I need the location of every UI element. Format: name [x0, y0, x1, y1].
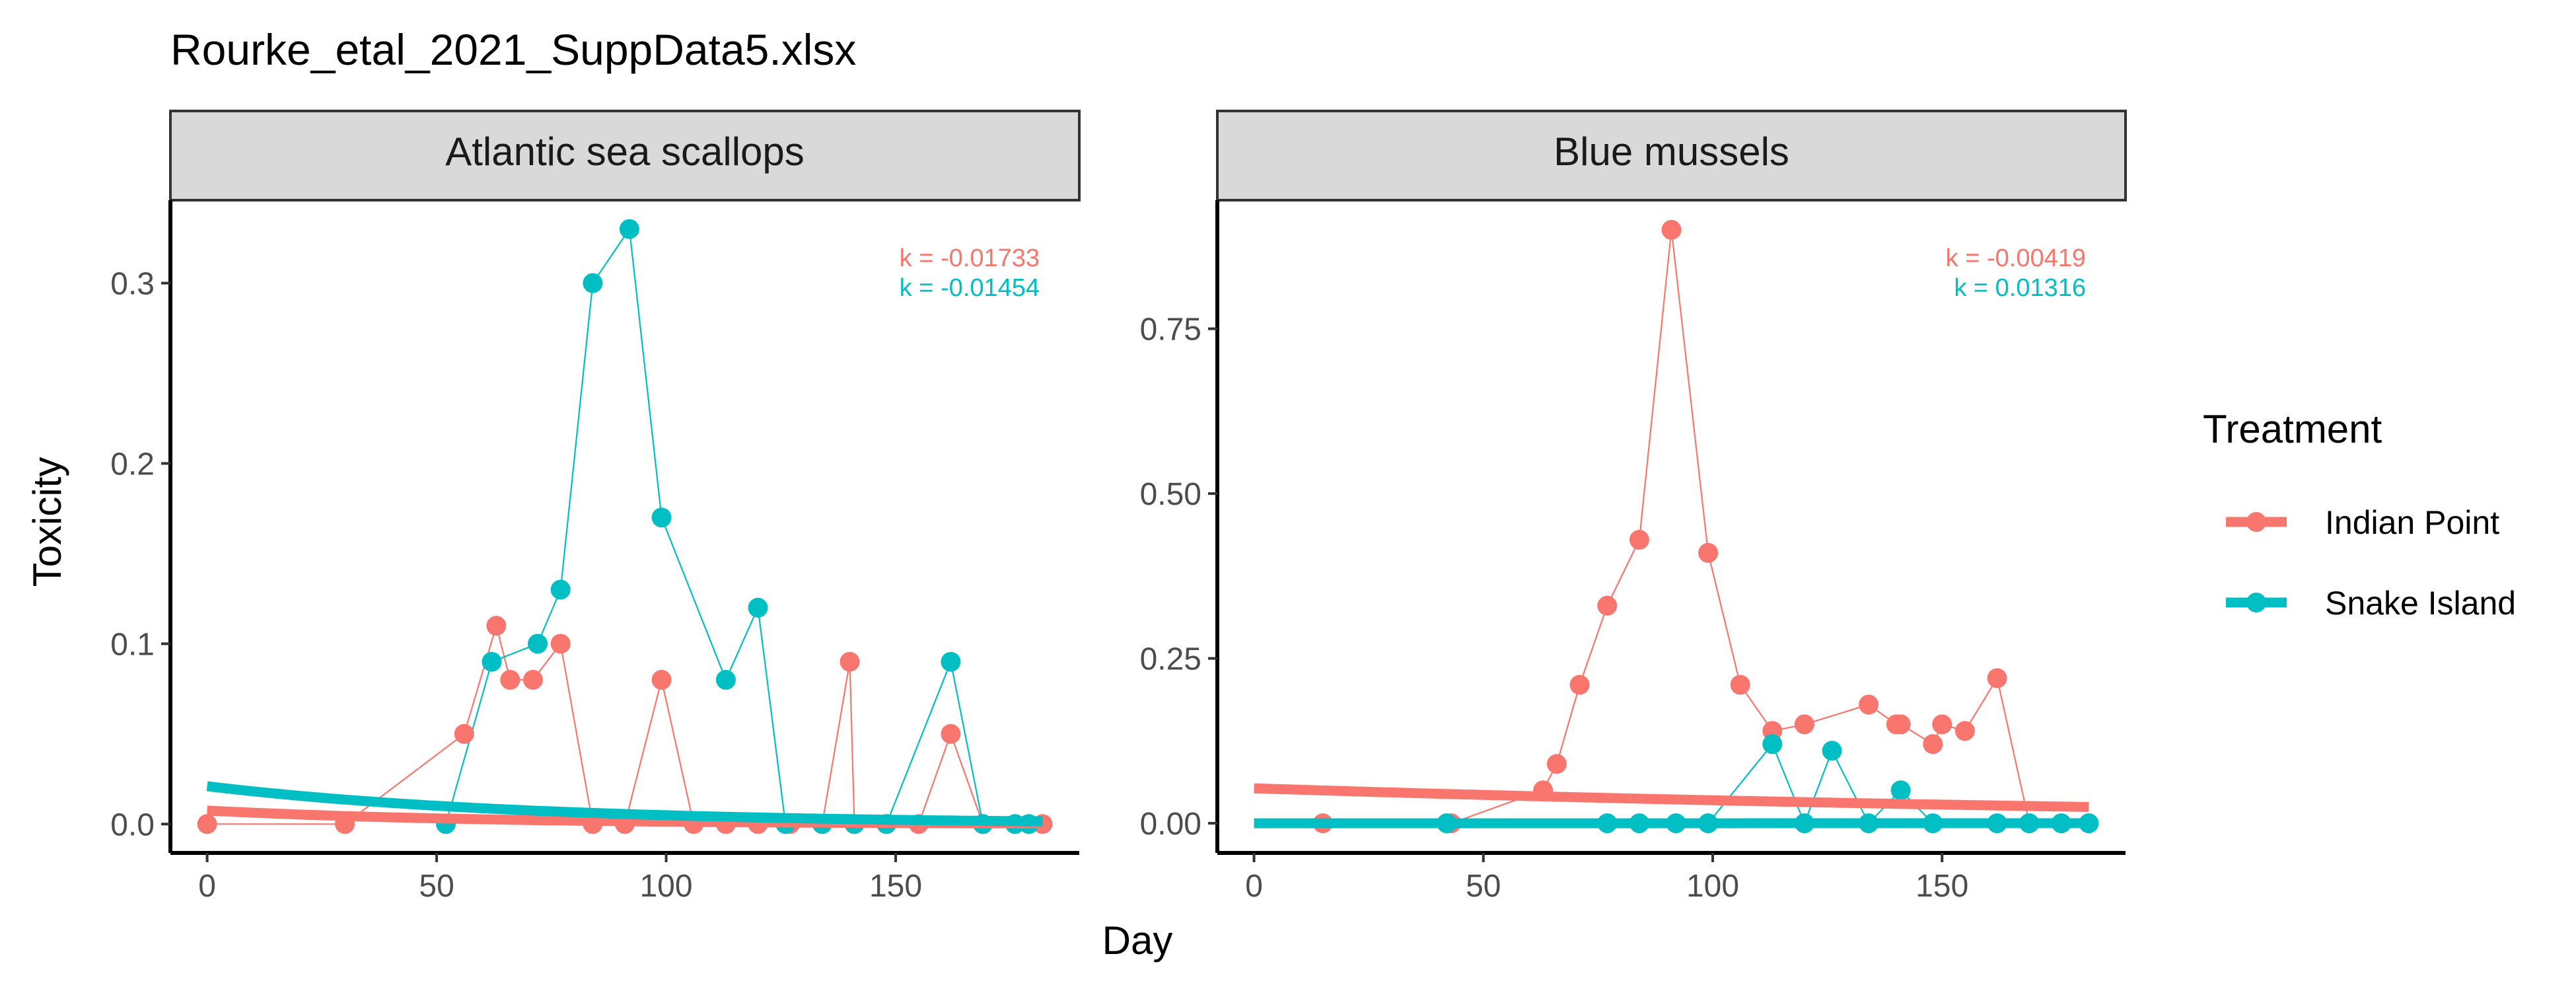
data-point-indian-point — [523, 670, 543, 690]
facet-panels: Atlantic sea scallops 0 50 100 150 0.0 0.1 0.2 0… — [110, 110, 2127, 904]
data-point-snake-island — [715, 670, 736, 690]
panel-blue-mussels: Blue mussels 0 50 100 150 0.00 0.25 0.50 0.75 k =… — [1140, 110, 2127, 904]
data-point-snake-island — [1890, 780, 1911, 801]
series-line-indian-point — [1322, 229, 2089, 825]
plot-title: Rourke_etal_2021_SuppData5.xlsx — [170, 25, 856, 74]
data-point-indian-point — [486, 616, 507, 636]
data-point-indian-point — [941, 723, 961, 744]
y-tick-label: 0.75 — [1140, 312, 1201, 348]
x-tick-label: 150 — [869, 869, 922, 904]
x-axis-title: Day — [1102, 918, 1173, 963]
data-point-indian-point — [197, 814, 217, 834]
k-annotation: k = -0.00419 — [1946, 244, 2086, 272]
data-point-indian-point — [1730, 675, 1750, 695]
data-point-snake-island — [619, 219, 639, 239]
legend-label: Indian Point — [2325, 504, 2499, 541]
x-tick-label: 0 — [198, 869, 216, 904]
plot-area — [197, 219, 1053, 834]
facet-strip-label: Blue mussels — [1554, 129, 1789, 174]
data-point-indian-point — [1859, 694, 1879, 715]
x-tick-label: 150 — [1915, 869, 1968, 904]
x-tick-label: 50 — [1466, 869, 1501, 904]
plot-area — [1254, 219, 2099, 834]
legend-key-point — [2246, 512, 2266, 532]
x-tick-label: 100 — [1686, 869, 1739, 904]
data-point-indian-point — [500, 670, 520, 690]
legend-item-snake-island: Snake Island — [2226, 585, 2516, 622]
facet-strip — [169, 110, 1081, 202]
data-point-snake-island — [550, 579, 571, 600]
y-tick-label: 0.1 — [110, 627, 155, 662]
legend: Treatment Indian Point Snake Island — [2203, 407, 2516, 622]
y-tick-label: 0.0 — [110, 807, 155, 842]
data-point-snake-island — [1822, 741, 1842, 761]
data-point-indian-point — [1794, 714, 1814, 735]
data-point-indian-point — [454, 723, 474, 744]
y-tick-label: 0.50 — [1140, 477, 1201, 512]
data-point-snake-island — [1762, 734, 1783, 754]
data-point-snake-island — [651, 507, 672, 528]
k-annotation: k = -0.01733 — [900, 244, 1040, 272]
data-point-indian-point — [1597, 595, 1618, 616]
data-point-indian-point — [1546, 754, 1567, 774]
data-point-snake-island — [528, 634, 548, 654]
fit-curve-indian-point — [1254, 783, 2089, 812]
data-point-indian-point — [840, 651, 860, 672]
data-point-indian-point — [1932, 714, 1952, 735]
legend-key-point — [2246, 593, 2266, 612]
data-point-snake-island — [941, 651, 961, 672]
fit-curve-snake-island — [206, 781, 1043, 826]
data-point-indian-point — [651, 670, 672, 690]
k-annotation: k = -0.01454 — [900, 274, 1040, 302]
y-tick-label: 0.2 — [110, 447, 155, 482]
y-tick-label: 0.25 — [1140, 642, 1201, 677]
data-point-indian-point — [1569, 675, 1590, 695]
data-point-indian-point — [1629, 530, 1649, 550]
y-tick-label: 0.3 — [110, 267, 155, 302]
data-point-snake-island — [583, 273, 603, 293]
y-tick-label: 0.00 — [1140, 807, 1201, 842]
facet-strip-label: Atlantic sea scallops — [445, 129, 805, 174]
data-point-indian-point — [550, 634, 571, 654]
x-tick-label: 0 — [1245, 869, 1263, 904]
legend-title: Treatment — [2203, 407, 2382, 451]
data-point-indian-point — [1661, 219, 1682, 240]
data-point-indian-point — [1698, 542, 1719, 563]
data-point-indian-point — [1987, 668, 2007, 688]
panel-atlantic-sea-scallops: Atlantic sea scallops 0 50 100 150 0.0 0.1 0.2 0… — [110, 110, 1081, 904]
x-tick-label: 50 — [419, 869, 454, 904]
legend-item-indian-point: Indian Point — [2226, 504, 2499, 541]
data-point-snake-island — [748, 597, 768, 618]
data-point-indian-point — [1923, 734, 1943, 754]
k-annotation: k = 0.01316 — [1954, 274, 2086, 302]
data-point-snake-island — [482, 651, 502, 672]
data-point-indian-point — [1890, 714, 1911, 735]
legend-label: Snake Island — [2325, 585, 2516, 622]
facet-strip — [1216, 110, 2127, 202]
y-axis-title: Toxicity — [25, 457, 69, 587]
data-point-indian-point — [1954, 721, 1975, 741]
x-tick-label: 100 — [639, 869, 692, 904]
